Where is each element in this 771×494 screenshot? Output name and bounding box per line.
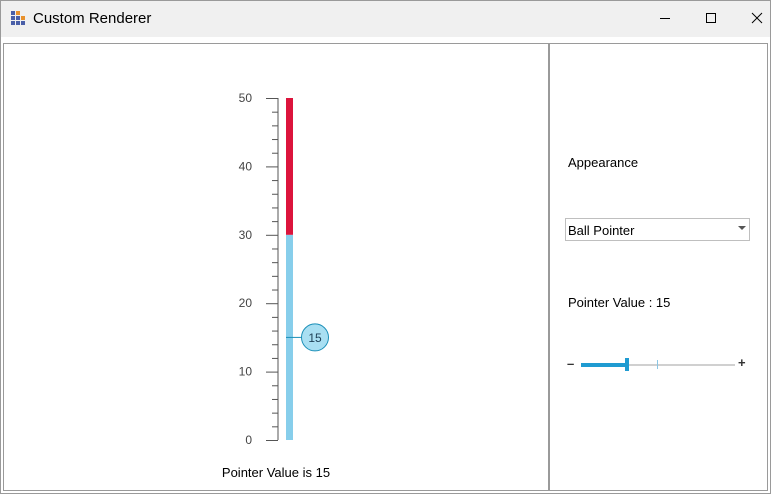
linear-gauge: 0 10 20 30 40 50 15 — [239, 91, 329, 447]
gauge-tick-label: 30 — [239, 228, 253, 242]
pointer-value-slider[interactable]: – + — [565, 354, 755, 376]
pointer-type-value: Ball Pointer — [568, 223, 635, 238]
gauge-caption: Pointer Value is 15 — [221, 465, 331, 480]
gauge-range-high — [286, 98, 293, 235]
gauge-panel: 0 10 20 30 40 50 15 Pointer Value is 15 — [3, 43, 549, 491]
gauge-pointer-value-label: 15 — [308, 331, 322, 345]
close-button[interactable] — [734, 1, 771, 35]
minimize-button[interactable] — [642, 1, 688, 35]
minimize-icon — [660, 18, 670, 19]
slider-decrease-button[interactable]: – — [567, 356, 575, 371]
pointer-type-dropdown[interactable]: Ball Pointer — [565, 218, 750, 241]
app-grid-icon — [11, 11, 25, 25]
slider-track[interactable] — [581, 364, 735, 366]
maximize-icon — [706, 13, 716, 23]
gauge-ball-pointer — [301, 323, 329, 352]
maximize-button[interactable] — [688, 1, 734, 35]
pointer-value-label: Pointer Value : 15 — [568, 295, 671, 310]
slider-fill — [581, 363, 628, 367]
slider-increase-button[interactable]: + — [738, 355, 746, 370]
title-bar[interactable]: Custom Renderer — [1, 1, 770, 37]
window-title: Custom Renderer — [33, 10, 152, 27]
slider-thumb[interactable] — [625, 358, 630, 371]
gauge-tick-label: 50 — [239, 91, 253, 105]
gauge-tick-label: 20 — [239, 296, 253, 310]
gauge-tick-label: 10 — [239, 365, 253, 379]
slider-tick-mark — [657, 360, 658, 369]
gauge-tick-label: 0 — [245, 433, 252, 447]
options-panel: Appearance Ball Pointer Pointer Value : … — [549, 43, 768, 491]
gauge-tick-label: 40 — [239, 159, 253, 173]
close-icon — [751, 12, 763, 24]
appearance-label: Appearance — [568, 155, 639, 170]
chevron-down-icon[interactable] — [738, 226, 746, 230]
